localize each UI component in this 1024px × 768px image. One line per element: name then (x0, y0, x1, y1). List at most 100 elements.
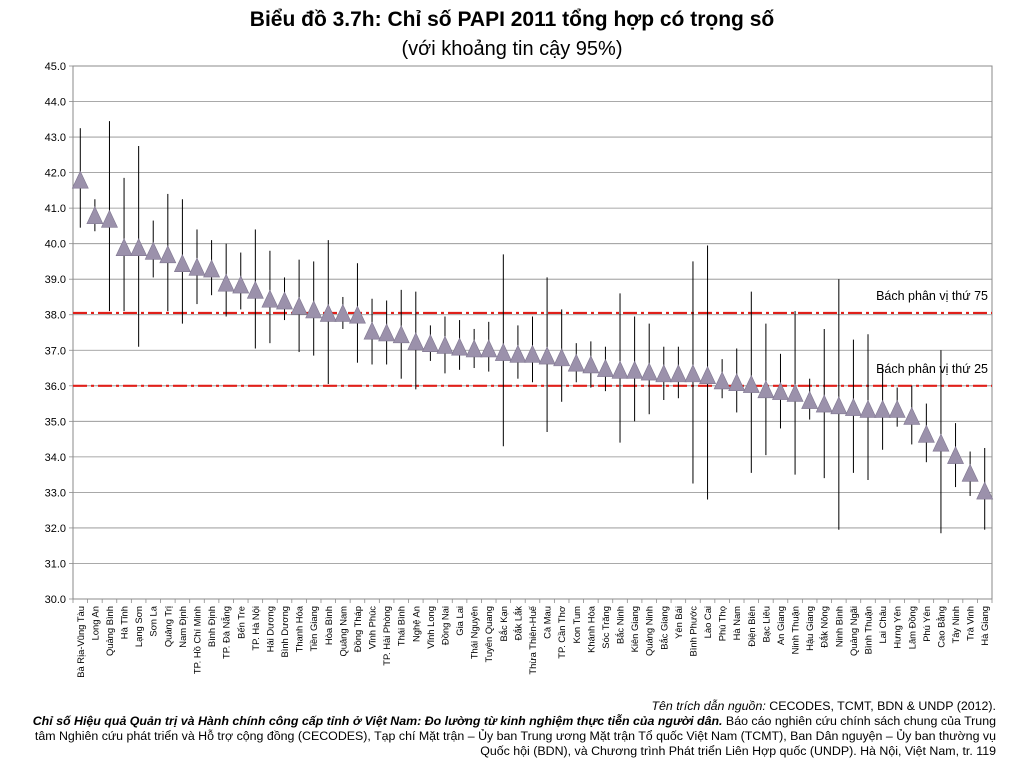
x-tick-label: Vĩnh Long (425, 606, 436, 649)
data-point-marker (888, 399, 906, 418)
reference-line-label: Bách phân vị thứ 75 (876, 289, 988, 303)
y-tick-label: 42.0 (45, 168, 66, 180)
data-point-marker (159, 245, 177, 264)
x-tick-label: Thừa Thiên-Huế (527, 605, 538, 674)
x-tick-label: TP. Hà Nội (250, 606, 261, 651)
x-tick-label: Khánh Hòa (585, 605, 596, 653)
source-report: Chỉ số Hiệu quả Quản trị và Hành chính c… (10, 714, 996, 759)
x-tick-label: An Giang (775, 606, 786, 645)
data-point-marker (378, 323, 396, 342)
data-point-marker (874, 399, 892, 418)
data-point-marker (859, 399, 877, 418)
data-point-marker (815, 394, 833, 413)
data-point-marker (144, 241, 162, 260)
data-point-marker (203, 259, 221, 278)
y-tick-label: 32.0 (45, 523, 66, 535)
x-tick-label: Hưng Yên (892, 606, 903, 649)
x-tick-label: Trà Vinh (965, 606, 976, 641)
source-citation-text: CECODES, TCMT, BDN & UNDP (2012). (765, 699, 996, 713)
x-tick-label: Bắc Giang (658, 606, 669, 650)
y-tick-label: 30.0 (45, 594, 66, 606)
x-tick-label: Hậu Giang (804, 606, 815, 651)
x-tick-label: Hà Nam (731, 606, 742, 641)
x-tick-label: Thái Bình (396, 606, 407, 646)
x-tick-label: Đắk Lắk (512, 606, 523, 641)
x-tick-label: Bình Dương (279, 606, 290, 658)
data-point-marker (246, 280, 264, 299)
y-tick-label: 33.0 (45, 487, 66, 499)
x-tick-label: Phú Thọ (717, 606, 728, 641)
x-tick-label: TP. Hải Phòng (381, 606, 392, 666)
data-point-marker (276, 291, 293, 310)
data-point-marker (669, 364, 687, 383)
source-report-rest: Báo cáo nghiên cứu chính sách chung của … (34, 714, 996, 758)
y-tick-label: 35.0 (45, 416, 66, 428)
data-point-marker (261, 289, 279, 308)
x-tick-label: Ninh Thuận (790, 606, 801, 654)
x-tick-label: Lâm Đồng (906, 606, 917, 649)
data-point-marker (830, 396, 848, 415)
x-tick-label: Bến Tre (235, 606, 246, 639)
x-tick-label: Ninh Bình (833, 606, 844, 647)
data-point-marker (655, 364, 673, 383)
x-tick-label: Tiền Giang (308, 606, 319, 652)
x-tick-label: Quảng Ngãi (848, 606, 859, 656)
x-tick-label: TP. Đà Nẵng (221, 606, 232, 659)
data-point-marker (932, 433, 950, 452)
data-point-marker (786, 383, 804, 402)
data-point-marker (699, 365, 717, 384)
x-tick-label: Bình Định (206, 606, 217, 647)
x-tick-label: Bà Rịa-Vũng Tàu (75, 606, 86, 678)
data-point-marker (451, 337, 469, 356)
data-point-marker (334, 303, 352, 322)
data-point-marker (305, 300, 323, 319)
data-point-marker (407, 332, 425, 351)
y-tick-label: 31.0 (45, 558, 66, 570)
x-tick-label: Hà Tĩnh (119, 606, 130, 639)
data-point-marker (538, 346, 556, 365)
data-point-marker (596, 358, 614, 377)
data-point-marker (961, 463, 979, 482)
x-tick-label: Tuyên Quang (483, 606, 494, 662)
data-point-marker (742, 374, 760, 393)
data-point-marker (844, 397, 862, 416)
x-tick-label: Thái Nguyên (469, 606, 480, 659)
x-tick-label: Gia Lai (454, 606, 465, 636)
x-tick-label: Lạng Sơn (133, 606, 144, 647)
data-point-marker (567, 353, 585, 372)
x-tick-label: TP. Hồ Chí Minh (191, 606, 202, 674)
x-tick-label: Bình Phước (687, 606, 698, 657)
data-point-marker (903, 406, 921, 425)
x-tick-label: Điện Biên (746, 606, 757, 647)
x-tick-label: Cà Mau (542, 606, 553, 639)
x-tick-label: Hà Giang (979, 606, 990, 646)
data-point-marker (611, 360, 629, 379)
data-points (71, 121, 994, 534)
data-point-marker (232, 275, 250, 294)
x-tick-label: Lào Cai (702, 606, 713, 638)
x-tick-label: Bắc Kạn (498, 606, 509, 641)
x-tick-label: Hải Dương (264, 606, 275, 652)
data-point-marker (494, 342, 512, 361)
x-tick-label: Nam Định (177, 606, 188, 648)
reference-line-label: Bách phân vị thứ 25 (876, 362, 988, 376)
x-tick-label: Quảng Ninh (644, 606, 655, 656)
data-point-marker (392, 325, 410, 344)
x-tick-label: Đồng Tháp (352, 606, 363, 652)
source-citation: Tên trích dẫn nguồn: CECODES, TCMT, BDN … (10, 699, 996, 714)
y-tick-label: 37.0 (45, 345, 66, 357)
y-tick-label: 43.0 (45, 132, 66, 144)
data-point-marker (947, 445, 965, 464)
data-point-marker (509, 344, 527, 363)
x-tick-label: Thanh Hóa (294, 605, 305, 652)
data-point-marker (188, 257, 206, 276)
x-tick-label: Quảng Trị (162, 606, 173, 647)
data-point-marker (728, 373, 746, 392)
data-point-marker (553, 348, 571, 367)
data-point-marker (436, 335, 454, 354)
x-tick-label: Nghệ An (410, 606, 421, 642)
data-point-marker (100, 209, 118, 228)
x-tick-label: Sóc Trăng (600, 606, 611, 649)
data-point-marker (976, 481, 994, 500)
data-point-marker (713, 371, 731, 390)
